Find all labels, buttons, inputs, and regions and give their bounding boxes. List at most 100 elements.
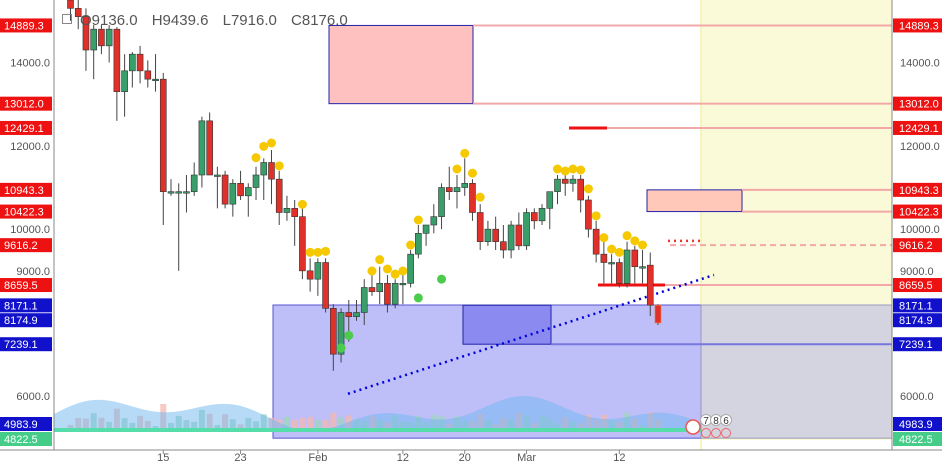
candle xyxy=(190,174,198,192)
price-label-bg-right xyxy=(893,120,942,135)
y-tick-label-right: 14000.0 xyxy=(900,58,940,70)
event-marker-icon xyxy=(685,419,701,435)
candle xyxy=(121,70,128,92)
candle xyxy=(360,287,368,313)
price-label-right: 4822.5 xyxy=(899,434,933,446)
signal-dot-yellow xyxy=(375,255,385,265)
price-label-right: 14889.3 xyxy=(899,20,939,32)
signal-dot-yellow xyxy=(460,148,470,158)
candle xyxy=(136,53,144,72)
price-label-left: 4983.9 xyxy=(4,419,38,431)
candle xyxy=(82,16,90,51)
candle xyxy=(105,28,113,47)
y-tick-label-left: 9000.0 xyxy=(16,266,50,278)
signal-dots xyxy=(251,138,648,353)
volume-wave xyxy=(54,396,701,432)
candle xyxy=(399,283,407,286)
price-label-left: 7239.1 xyxy=(4,339,38,351)
candle xyxy=(415,233,422,255)
candle xyxy=(616,262,623,284)
volume-bar xyxy=(314,419,321,432)
signal-dot-yellow xyxy=(467,168,477,178)
signal-dot-yellow xyxy=(614,247,624,257)
signal-dot-yellow xyxy=(297,199,307,209)
candle xyxy=(523,212,530,247)
price-label-bg-left xyxy=(0,298,52,313)
candle xyxy=(484,228,492,242)
volume-bar xyxy=(299,417,306,432)
price-label-bg-right xyxy=(893,182,942,197)
y-tick-label-left: 10000.0 xyxy=(10,224,50,236)
price-label-bg-right xyxy=(893,238,942,253)
y-axis: 14000.0 14000.0 12000.0 12000.0 10000.0 10000… xyxy=(10,58,940,403)
ohlc-close: C8176.0 xyxy=(291,12,348,29)
price-label-bg-left xyxy=(0,182,52,197)
x-tick-label: Feb xyxy=(308,452,327,464)
candle xyxy=(654,304,662,324)
signal-dot-yellow xyxy=(321,246,331,256)
inner-support-zone xyxy=(462,304,552,345)
signal-dot-yellow xyxy=(398,266,408,276)
y-tick-label-right: 12000.0 xyxy=(900,141,940,153)
signal-dot-yellow xyxy=(382,264,392,274)
price-label-bg-left xyxy=(0,432,52,446)
candle xyxy=(569,178,577,184)
candle xyxy=(98,28,105,47)
candle xyxy=(430,216,438,226)
candle xyxy=(469,183,476,213)
x-tick-label: Mar xyxy=(517,452,536,464)
price-label-left: 8174.9 xyxy=(4,315,38,327)
candle xyxy=(530,212,538,222)
candle xyxy=(260,162,268,176)
candle xyxy=(461,183,469,188)
resistance-zone xyxy=(328,24,474,105)
price-label-right: 13012.0 xyxy=(899,99,939,111)
candle xyxy=(229,183,237,205)
candle xyxy=(407,253,414,284)
candle xyxy=(546,191,554,209)
candle xyxy=(268,162,275,180)
candle xyxy=(74,8,82,17)
candle xyxy=(592,228,600,255)
signal-dot-yellow xyxy=(266,138,276,148)
candle xyxy=(214,174,221,177)
candle xyxy=(453,187,461,192)
price-label-bg-left xyxy=(0,238,52,253)
event-marker-label: 8 xyxy=(713,416,719,427)
price-label-bg-left xyxy=(0,96,52,111)
price-label-bg-left xyxy=(0,313,52,328)
volume-bar xyxy=(291,419,298,432)
price-label-bg-right xyxy=(893,298,942,313)
price-label-bg-left xyxy=(0,417,52,431)
signal-dot-green xyxy=(344,330,354,340)
volume-bar xyxy=(322,419,329,432)
candle xyxy=(175,191,183,194)
price-label-bg-right xyxy=(893,432,942,446)
candle xyxy=(515,224,523,247)
x-tick-label: 12 xyxy=(613,452,625,464)
candle xyxy=(368,287,376,292)
candle xyxy=(221,174,229,205)
y-tick-label-right: 9000.0 xyxy=(900,266,934,278)
price-label-bg-left xyxy=(0,18,52,33)
price-label-right: 4983.9 xyxy=(899,419,933,431)
price-label-bg-left xyxy=(0,204,52,219)
event-marker-ring xyxy=(701,428,711,438)
candle xyxy=(476,212,484,242)
price-label-right: 10422.3 xyxy=(899,207,939,219)
candle xyxy=(623,249,631,284)
candle xyxy=(554,178,561,192)
candle xyxy=(445,187,453,192)
candle xyxy=(585,199,592,230)
candle xyxy=(538,208,546,222)
price-label-left: 10422.3 xyxy=(4,207,44,219)
candle xyxy=(353,312,360,317)
x-tick-label: 23 xyxy=(234,452,246,464)
legend-toggle-icon[interactable] xyxy=(62,14,72,24)
signal-dot-yellow xyxy=(251,153,261,163)
candle xyxy=(330,308,337,355)
resistance-zone-small xyxy=(646,189,743,213)
price-label-left: 12429.1 xyxy=(4,123,44,135)
signal-dot-yellow xyxy=(305,247,315,257)
